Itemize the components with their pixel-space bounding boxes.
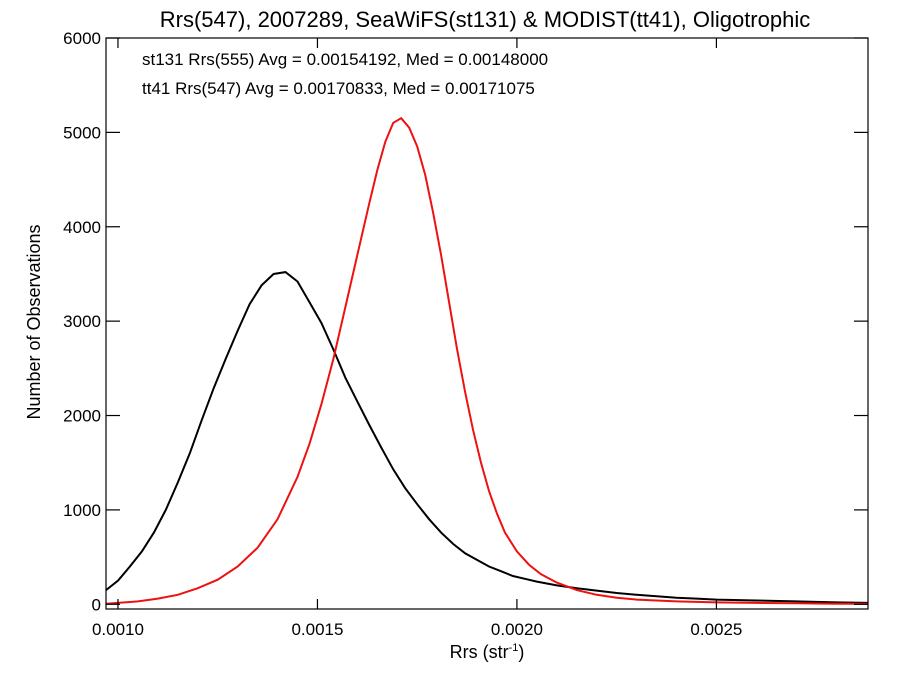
x-tick-label-2: 0.0020	[491, 620, 543, 639]
series-line-0	[105, 271, 869, 604]
y-axis-label: Number of Observations	[24, 224, 44, 419]
x-tick-label-3: 0.0025	[690, 620, 742, 639]
ticks-layer: 0.0010 0.0015 0.0020 0.0025 0 1000 2000 3000 400…	[63, 29, 868, 639]
black-series-stats: st131 Rrs(555) Avg = 0.00154192, Med = 0…	[142, 50, 548, 69]
y-tick-label-5: 5000	[63, 123, 101, 142]
plot-frame	[105, 37, 869, 610]
y-tick-label-6: 6000	[63, 29, 101, 48]
series-line-1	[105, 116, 868, 605]
y-tick-label-3: 3000	[63, 312, 101, 331]
y-tick-label-1: 1000	[63, 501, 101, 520]
x-axis-label: Rrs (str-1)	[450, 642, 525, 662]
x-axis-label-superscript: -1	[509, 642, 519, 654]
y-tick-label-4: 4000	[63, 218, 101, 237]
y-tick-label-2: 2000	[63, 407, 101, 426]
red-series-stats: tt41 Rrs(547) Avg = 0.00170833, Med = 0.…	[142, 79, 535, 98]
x-tick-label-1: 0.0015	[291, 620, 343, 639]
x-axis-label-suffix: )	[518, 642, 524, 662]
x-axis-label-main: Rrs (str	[450, 642, 509, 662]
y-tick-label-0: 0	[92, 595, 101, 614]
x-tick-label-0: 0.0010	[92, 620, 144, 639]
chart-title: Rrs(547), 2007289, SeaWiFS(st131) & MODI…	[160, 7, 810, 32]
series-layer	[105, 116, 869, 605]
